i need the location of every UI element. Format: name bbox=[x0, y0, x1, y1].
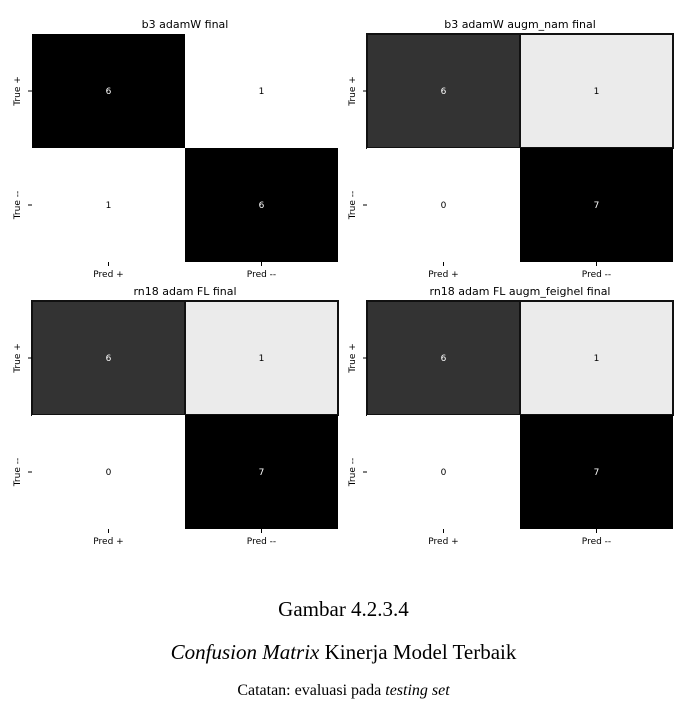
matrix-cell bbox=[367, 415, 520, 529]
matrix-cell bbox=[519, 300, 674, 416]
figure-title: Confusion Matrix Kinerja Model Terbaik bbox=[0, 640, 687, 665]
matrix-cell bbox=[185, 415, 338, 529]
figure-note-prefix: Catatan: evaluasi pada bbox=[237, 682, 386, 699]
y-tick-label: True + bbox=[348, 76, 358, 107]
cell-value: 6 bbox=[259, 201, 265, 211]
confusion-matrix-grid: b3 adamW final 6 1 1 6 Pred + Pred -- True + Tru… bbox=[13, 18, 674, 547]
x-tick-label: Pred + bbox=[93, 537, 123, 547]
figure-note-italic: testing set bbox=[385, 682, 450, 699]
x-tick-label: Pred -- bbox=[247, 537, 276, 547]
matrix-cell bbox=[184, 300, 339, 416]
x-tick-label: Pred + bbox=[93, 270, 123, 280]
matrix-cell bbox=[520, 148, 673, 262]
matrix-cell bbox=[367, 148, 520, 262]
figure-note: Catatan: evaluasi pada testing set bbox=[0, 682, 687, 700]
y-tick-label: True -- bbox=[13, 191, 23, 220]
x-tick-label: Pred -- bbox=[582, 537, 611, 547]
matrix-title: rn18 adam FL final bbox=[133, 285, 236, 298]
cell-value: 6 bbox=[441, 354, 447, 364]
figure-title-rest: Kinerja Model Terbaik bbox=[319, 640, 517, 664]
matrix-title: b3 adamW final bbox=[142, 18, 229, 31]
x-tick-label: Pred + bbox=[428, 270, 458, 280]
cell-value: 0 bbox=[106, 468, 112, 478]
x-tick-label: Pred -- bbox=[582, 270, 611, 280]
x-tick-label: Pred -- bbox=[247, 270, 276, 280]
cell-value: 7 bbox=[259, 468, 265, 478]
matrix-cell bbox=[32, 415, 185, 529]
matrix-cell bbox=[185, 148, 338, 262]
cell-value: 0 bbox=[441, 468, 447, 478]
cell-value: 1 bbox=[259, 87, 265, 97]
cell-value: 1 bbox=[259, 354, 265, 364]
cell-value: 6 bbox=[441, 87, 447, 97]
matrix-cell bbox=[520, 415, 673, 529]
cell-value: 7 bbox=[594, 201, 600, 211]
confusion-matrix-1: b3 adamW final 6 1 1 6 Pred + Pred -- True + Tru… bbox=[13, 18, 338, 280]
confusion-matrix-2: b3 adamW augm_nam final 6 1 0 7 Pred + Pred --… bbox=[348, 18, 674, 280]
matrix-cell bbox=[32, 148, 185, 262]
cell-value: 7 bbox=[594, 468, 600, 478]
y-tick-label: True -- bbox=[348, 191, 358, 220]
figure-number: Gambar 4.2.3.4 bbox=[278, 597, 409, 621]
y-tick-label: True + bbox=[348, 343, 358, 374]
matrix-title: b3 adamW augm_nam final bbox=[444, 18, 596, 31]
cell-value: 0 bbox=[441, 201, 447, 211]
confusion-matrix-figure: b3 adamW final 6 1 1 6 Pred + Pred -- True + Tru… bbox=[13, 18, 674, 547]
cell-value: 6 bbox=[106, 354, 112, 364]
y-tick-label: True + bbox=[13, 76, 23, 107]
figure-title-italic: Confusion Matrix bbox=[170, 640, 320, 664]
cell-value: 1 bbox=[594, 354, 600, 364]
matrix-cell bbox=[185, 34, 338, 148]
x-tick-label: Pred + bbox=[428, 537, 458, 547]
cell-value: 1 bbox=[106, 201, 112, 211]
cell-value: 1 bbox=[594, 87, 600, 97]
y-tick-label: True -- bbox=[13, 458, 23, 487]
confusion-matrix-4: rn18 adam FL augm_feighel final 6 1 0 7 Pred … bbox=[348, 285, 674, 547]
y-tick-label: True -- bbox=[348, 458, 358, 487]
matrix-cell bbox=[32, 34, 185, 148]
confusion-matrix-3: rn18 adam FL final 6 1 0 7 Pred + Pred -- True … bbox=[13, 285, 339, 547]
y-tick-label: True + bbox=[13, 343, 23, 374]
cell-value: 6 bbox=[106, 87, 112, 97]
matrix-title: rn18 adam FL augm_feighel final bbox=[429, 285, 610, 298]
matrix-cell bbox=[366, 300, 521, 416]
